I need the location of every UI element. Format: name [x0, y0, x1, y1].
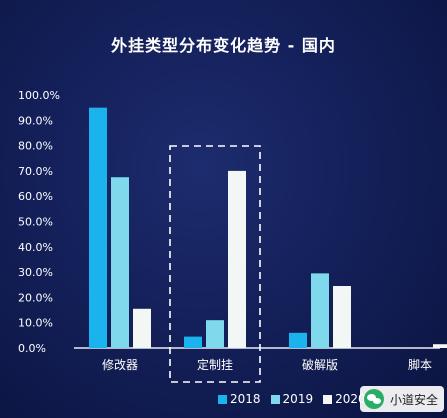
highlight-box — [169, 145, 261, 383]
bar-2020-2 — [333, 286, 351, 348]
x-tick-label: 定制挂 — [197, 357, 233, 372]
y-tick-label: 50.0% — [18, 216, 53, 229]
legend-item-2019: 2019 — [270, 392, 314, 406]
y-tick-label: 60.0% — [18, 190, 53, 203]
chart-legend: 2018 2019 2020 — [218, 392, 366, 406]
y-tick-label: 10.0% — [18, 317, 53, 330]
x-tick-label: 脚本 — [408, 357, 432, 372]
legend-item-2020: 2020 — [323, 392, 366, 406]
y-tick-label: 40.0% — [18, 241, 53, 254]
bar-2020-1 — [228, 170, 246, 348]
x-tick-label: 破解版 — [302, 357, 338, 372]
y-tick-label: 80.0% — [18, 140, 53, 153]
legend-label: 2018 — [230, 392, 261, 406]
bar-2018-2 — [289, 332, 307, 348]
y-tick-label: 90.0% — [18, 114, 53, 127]
legend-label: 2019 — [282, 392, 314, 406]
bar-2020-3 — [433, 344, 447, 348]
watermark-text: 小道安全 — [390, 392, 439, 407]
wechat-icon — [364, 389, 384, 409]
watermark: 小道安全 — [360, 386, 445, 412]
bar-2019-2 — [311, 273, 329, 348]
y-tick-label: 0.0% — [18, 342, 46, 355]
bar-2018-0 — [89, 107, 107, 349]
y-tick-label: 100.0% — [18, 89, 60, 102]
legend-swatch — [218, 394, 227, 404]
bar-2019-0 — [111, 177, 129, 348]
y-tick-label: 30.0% — [18, 266, 53, 279]
legend-swatch — [270, 394, 280, 404]
x-tick-label: 修改器 — [102, 357, 138, 372]
y-tick-label: 20.0% — [18, 291, 53, 304]
bar-2019-1 — [206, 320, 224, 348]
bar-2018-1 — [184, 336, 202, 348]
legend-swatch — [323, 394, 333, 404]
legend-item-2018: 2018 — [218, 392, 261, 406]
bar-2020-0 — [133, 308, 151, 348]
y-tick-label: 70.0% — [18, 165, 53, 178]
chart-title: 外挂类型分布变化趋势 - 国内 — [111, 36, 336, 55]
legend-label: 2020 — [335, 392, 366, 406]
